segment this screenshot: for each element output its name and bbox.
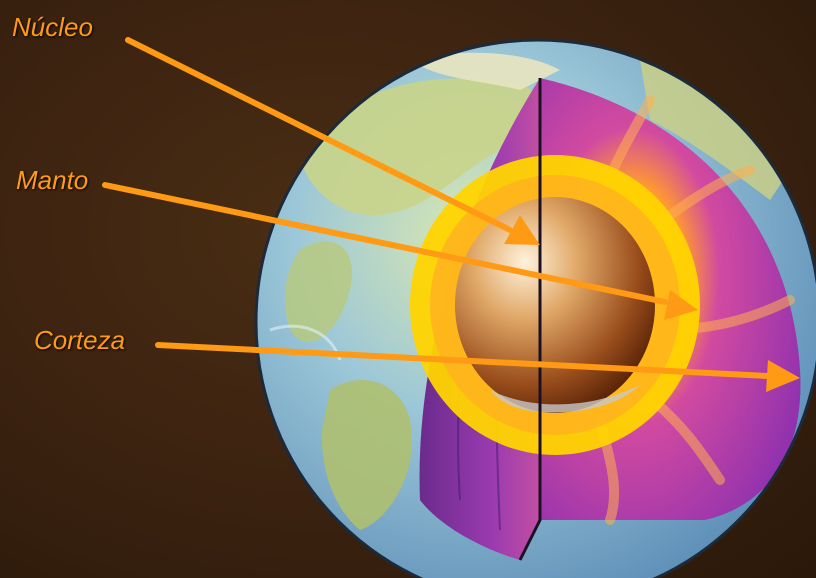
label-core: Núcleo bbox=[12, 12, 93, 42]
arrow-to-mantle-head bbox=[664, 290, 698, 320]
arrow-to-core bbox=[125, 37, 513, 233]
arrow-to-crust-head bbox=[766, 360, 800, 392]
inner-core-sphere bbox=[455, 197, 655, 413]
label-mantle: Manto bbox=[16, 165, 89, 195]
arrow-to-core-head bbox=[504, 215, 540, 245]
continents bbox=[269, 52, 790, 530]
label-crust: Corteza bbox=[34, 325, 126, 355]
arrow-to-crust bbox=[155, 342, 771, 379]
arrow-to-mantle bbox=[102, 182, 668, 305]
